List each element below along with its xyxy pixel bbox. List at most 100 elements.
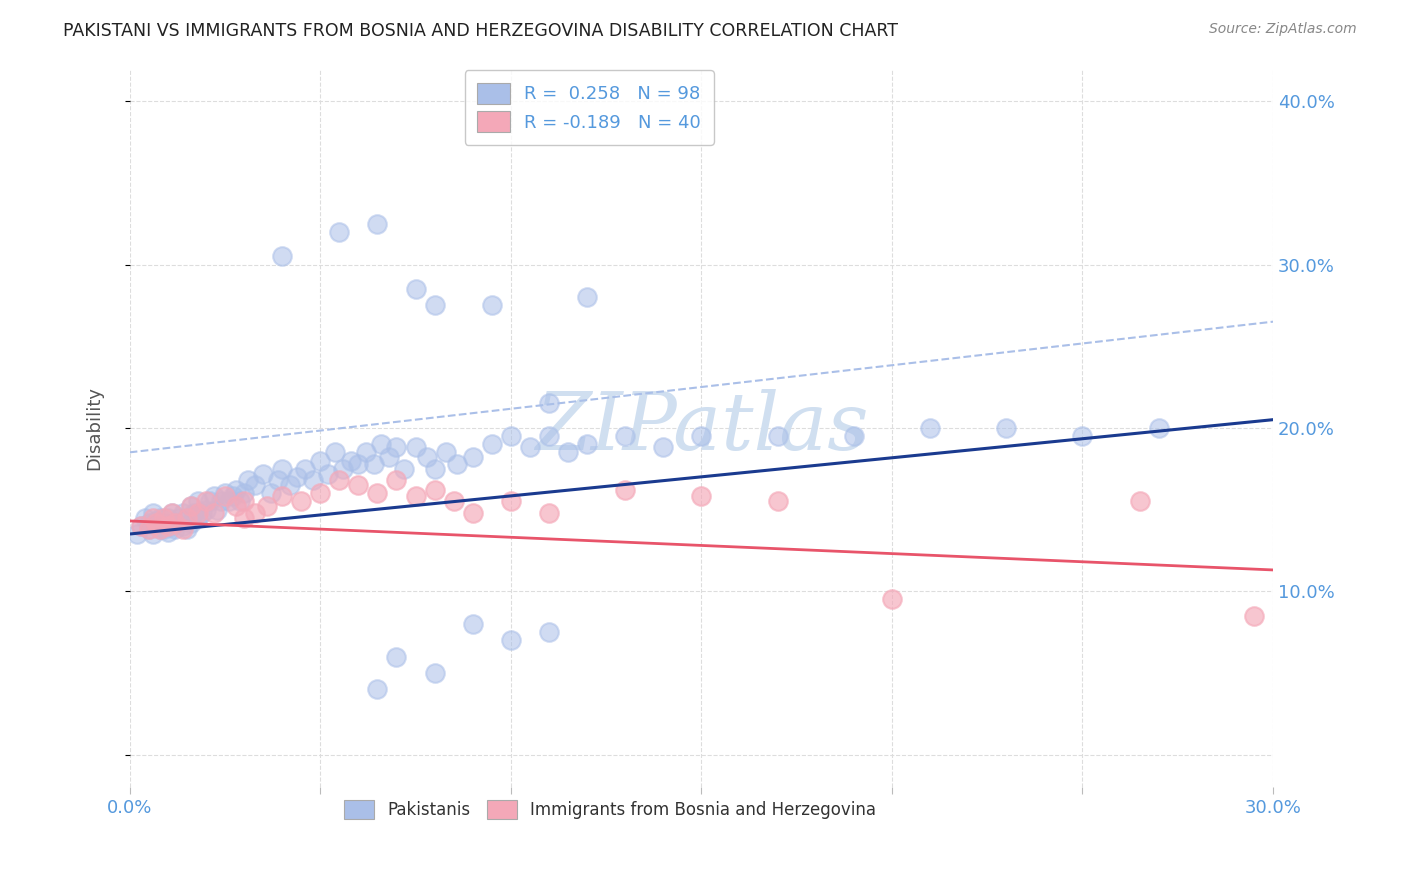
Point <box>149 522 172 536</box>
Point <box>145 519 167 533</box>
Point <box>1243 608 1265 623</box>
Point <box>354 445 377 459</box>
Point <box>385 441 408 455</box>
Point <box>207 502 229 516</box>
Text: ZIPatlas: ZIPatlas <box>534 389 868 467</box>
Point <box>328 473 350 487</box>
Point <box>576 437 599 451</box>
Legend: Pakistanis, Immigrants from Bosnia and Herzegovina: Pakistanis, Immigrants from Bosnia and H… <box>337 793 883 826</box>
Point <box>385 473 408 487</box>
Point <box>766 429 789 443</box>
Point <box>614 483 637 497</box>
Point <box>366 486 388 500</box>
Point <box>423 483 446 497</box>
Point <box>172 519 194 533</box>
Point <box>202 506 225 520</box>
Point <box>221 490 243 504</box>
Point <box>218 494 240 508</box>
Point <box>461 616 484 631</box>
Point <box>260 486 283 500</box>
Point <box>537 429 560 443</box>
Point <box>236 473 259 487</box>
Point <box>347 457 370 471</box>
Point <box>325 445 347 459</box>
Point <box>423 298 446 312</box>
Point <box>339 453 361 467</box>
Point <box>187 506 209 520</box>
Point <box>405 441 427 455</box>
Point <box>294 461 316 475</box>
Point <box>347 478 370 492</box>
Point <box>309 486 332 500</box>
Point <box>233 510 256 524</box>
Point <box>332 461 354 475</box>
Point <box>416 450 439 465</box>
Point <box>127 527 149 541</box>
Point <box>153 522 176 536</box>
Point <box>167 510 190 524</box>
Point <box>180 500 202 514</box>
Point <box>481 298 503 312</box>
Point <box>287 470 309 484</box>
Point <box>156 519 179 533</box>
Point <box>245 506 267 520</box>
Point <box>366 217 388 231</box>
Point <box>176 522 198 536</box>
Point <box>153 516 176 530</box>
Point <box>614 429 637 443</box>
Point <box>138 522 160 536</box>
Point <box>918 421 941 435</box>
Point <box>405 490 427 504</box>
Point <box>229 494 252 508</box>
Point <box>766 494 789 508</box>
Point <box>145 516 167 530</box>
Point <box>198 494 221 508</box>
Point <box>576 290 599 304</box>
Text: PAKISTANI VS IMMIGRANTS FROM BOSNIA AND HERZEGOVINA DISABILITY CORRELATION CHART: PAKISTANI VS IMMIGRANTS FROM BOSNIA AND … <box>63 22 898 40</box>
Point <box>183 506 205 520</box>
Point <box>443 494 465 508</box>
Point <box>1071 429 1094 443</box>
Point <box>423 665 446 680</box>
Point <box>149 510 172 524</box>
Point <box>363 457 385 471</box>
Point <box>160 519 183 533</box>
Point <box>165 516 187 530</box>
Point <box>880 592 903 607</box>
Point <box>499 494 522 508</box>
Point <box>129 519 152 533</box>
Point <box>165 522 187 536</box>
Point <box>225 500 247 514</box>
Point <box>245 478 267 492</box>
Point <box>214 486 236 500</box>
Point <box>405 282 427 296</box>
Point <box>385 649 408 664</box>
Point <box>378 450 401 465</box>
Point <box>256 500 278 514</box>
Point <box>499 633 522 648</box>
Point <box>499 429 522 443</box>
Point <box>176 510 198 524</box>
Point <box>366 682 388 697</box>
Point <box>233 486 256 500</box>
Point <box>328 225 350 239</box>
Point <box>537 506 560 520</box>
Point <box>187 510 209 524</box>
Point <box>156 525 179 540</box>
Point <box>194 494 217 508</box>
Point <box>142 506 165 520</box>
Point <box>202 490 225 504</box>
Point <box>153 510 176 524</box>
Point <box>842 429 865 443</box>
Point <box>142 510 165 524</box>
Point <box>233 494 256 508</box>
Point <box>252 467 274 481</box>
Point <box>278 478 301 492</box>
Point <box>156 510 179 524</box>
Point <box>172 522 194 536</box>
Point <box>165 516 187 530</box>
Point <box>187 494 209 508</box>
Point <box>461 450 484 465</box>
Point <box>176 510 198 524</box>
Point <box>214 490 236 504</box>
